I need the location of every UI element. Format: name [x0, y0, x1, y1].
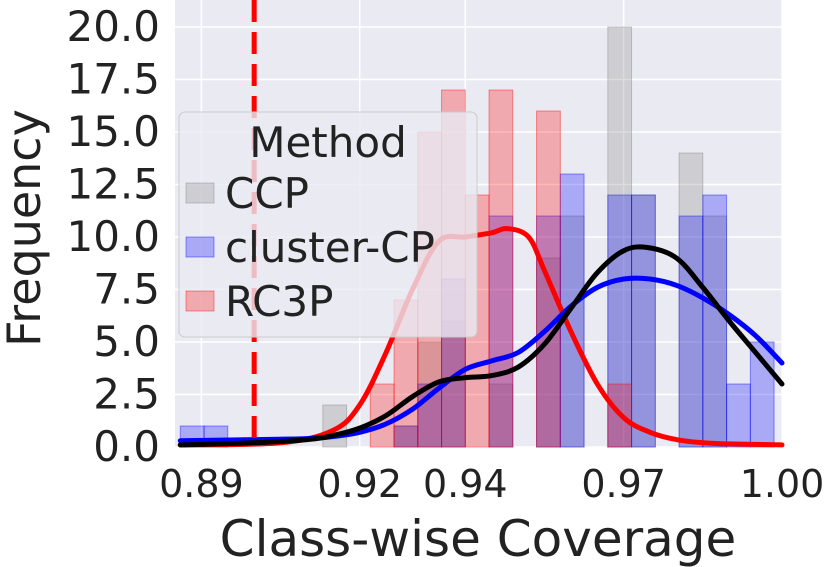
y-tick-label-4: 10.0 [66, 212, 160, 261]
bar-cluster-cp-23 [726, 383, 751, 448]
x-tick-label-2: 0.94 [423, 462, 508, 506]
bar-cluster-cp-9 [393, 425, 419, 448]
bar-cluster-cp-21 [678, 215, 704, 448]
legend: Method CCP cluster-CP RC3P [178, 111, 478, 338]
bar-cluster-cp-15 [536, 215, 561, 448]
legend-swatch-rc3p [185, 290, 215, 312]
kde-line-rc3p [177, 226, 785, 448]
y-tick-label-8: 20.0 [66, 2, 160, 51]
x-tick-label-4: 1.00 [740, 462, 825, 506]
legend-swatch-ccp [185, 182, 215, 204]
y-axis-label: Frequency [0, 109, 51, 347]
bar-ccp-9 [393, 425, 419, 448]
x-axis-label: Class-wise Coverage [220, 510, 737, 567]
bar-cluster-cp-19 [631, 194, 656, 448]
x-tick-label-1: 0.92 [317, 462, 402, 506]
legend-title: Method [249, 118, 407, 167]
bar-ccp-19 [631, 194, 656, 448]
x-tick-label-3: 0.97 [581, 462, 666, 506]
y-axis-ticks: 0.02.55.07.510.012.515.017.520.0 [66, 2, 160, 471]
x-tick-label-0: 0.89 [159, 462, 244, 506]
kde-line-ccp [177, 244, 785, 448]
bar-cluster-cp-13 [488, 215, 514, 448]
legend-label-ccp: CCP [225, 169, 309, 218]
y-tick-label-5: 12.5 [66, 160, 160, 209]
legend-box [178, 111, 478, 338]
y-tick-label-3: 7.5 [93, 265, 160, 314]
y-tick-label-1: 2.5 [93, 370, 160, 419]
bar-cluster-cp-22 [702, 194, 728, 448]
legend-label-cluster-cp: cluster-CP [225, 223, 435, 272]
bar-ccp-22 [702, 215, 728, 448]
kde-curves [177, 226, 785, 448]
bar-ccp-18 [607, 26, 633, 448]
y-tick-label-2: 5.0 [93, 317, 160, 366]
y-tick-label-6: 15.0 [66, 107, 160, 156]
legend-label-rc3p: RC3P [225, 277, 333, 326]
bar-ccp-13 [488, 383, 514, 448]
x-axis-ticks: 0.89 0.92 0.94 0.97 1.00 [159, 462, 824, 506]
y-tick-label-0: 0.0 [93, 422, 160, 471]
y-tick-label-7: 17.5 [66, 55, 160, 104]
legend-swatch-cluster-cp [185, 236, 215, 258]
bar-rc3p-13 [488, 89, 514, 448]
